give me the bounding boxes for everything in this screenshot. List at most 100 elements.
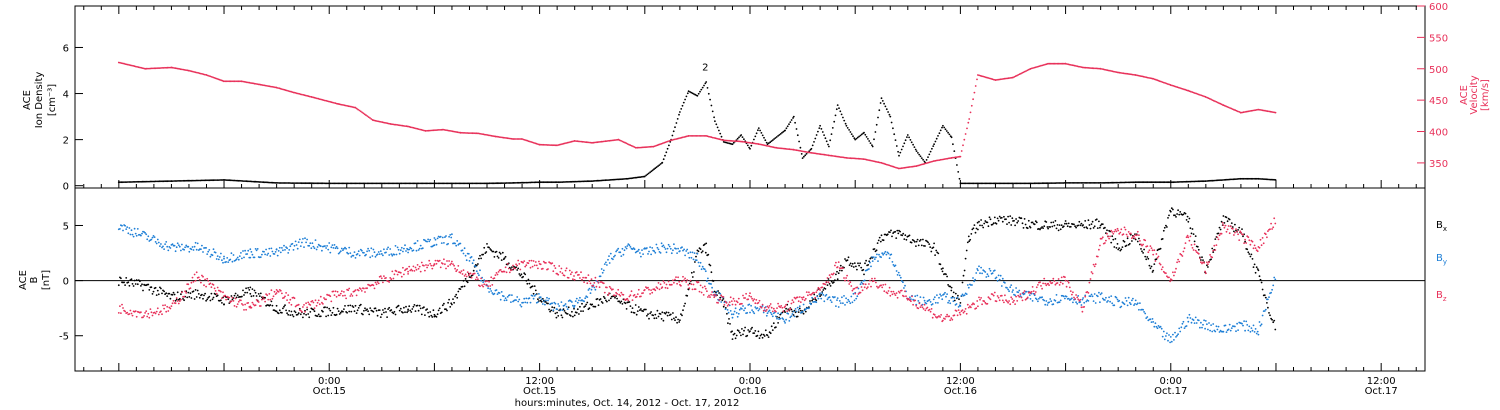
data-point-by bbox=[1028, 294, 1031, 296]
data-point-bz bbox=[1020, 296, 1023, 299]
data-point-bx bbox=[922, 238, 924, 241]
data-point-bx bbox=[676, 321, 678, 324]
data-point-bz bbox=[354, 289, 357, 291]
data-point-series1 bbox=[504, 137, 506, 139]
data-point-bx bbox=[945, 273, 947, 276]
data-point-series0 bbox=[612, 178, 615, 181]
data-point-by bbox=[448, 235, 450, 238]
data-point-bz bbox=[959, 313, 962, 316]
data-point-bx bbox=[581, 302, 583, 305]
data-point-by bbox=[357, 250, 360, 253]
data-point-by bbox=[286, 247, 288, 250]
data-point-series0 bbox=[1233, 178, 1236, 181]
data-point-by bbox=[269, 255, 272, 257]
data-point-bz bbox=[709, 296, 711, 298]
data-point-bx bbox=[655, 317, 658, 319]
data-point-series0 bbox=[540, 181, 542, 184]
data-point-bz bbox=[593, 282, 596, 284]
data-point-bz bbox=[560, 267, 563, 270]
data-point-bx bbox=[599, 298, 602, 300]
data-point-series1 bbox=[146, 67, 149, 70]
data-point-bx bbox=[995, 222, 998, 225]
data-point-by bbox=[771, 315, 774, 318]
data-point-bx bbox=[1187, 220, 1190, 223]
data-point-by bbox=[738, 308, 741, 311]
data-point-series1 bbox=[846, 157, 849, 159]
data-point-series1 bbox=[181, 68, 183, 71]
data-point-bx bbox=[976, 221, 979, 224]
data-point-by bbox=[1050, 300, 1053, 303]
data-point-by bbox=[1207, 328, 1209, 331]
data-point-series0 bbox=[572, 180, 574, 183]
data-point-by bbox=[683, 248, 685, 251]
data-point-bz bbox=[438, 259, 441, 262]
data-point-by bbox=[1272, 284, 1275, 287]
data-point-bx bbox=[1089, 227, 1092, 230]
data-point-bx bbox=[316, 315, 319, 317]
data-point-bx bbox=[236, 294, 239, 297]
data-point-bz bbox=[643, 289, 646, 291]
data-point-bz bbox=[439, 266, 442, 269]
data-point-by bbox=[929, 301, 932, 303]
data-point-bx bbox=[664, 312, 667, 315]
data-point-series0 bbox=[557, 181, 560, 184]
data-point-by bbox=[1133, 304, 1135, 306]
density-tick-label: 6 bbox=[63, 43, 69, 54]
data-point-bz bbox=[379, 275, 382, 278]
data-point-series0 bbox=[307, 182, 310, 185]
data-point-by bbox=[883, 252, 886, 255]
data-point-by bbox=[1055, 294, 1058, 296]
data-point-bx bbox=[516, 269, 519, 271]
data-point-bx bbox=[637, 306, 640, 308]
data-point-bz bbox=[663, 282, 666, 284]
data-point-bx bbox=[578, 313, 580, 315]
data-point-series0 bbox=[458, 182, 461, 185]
data-point-series0 bbox=[871, 144, 873, 147]
data-point-series1 bbox=[575, 140, 577, 143]
data-point-bx bbox=[681, 314, 683, 317]
data-point-bz bbox=[595, 285, 598, 288]
data-point-bx bbox=[286, 312, 288, 315]
data-point-series0 bbox=[1106, 181, 1109, 184]
data-point-bz bbox=[220, 290, 222, 293]
data-point-series0 bbox=[408, 182, 411, 185]
data-point-bx bbox=[1005, 218, 1007, 221]
data-point-by bbox=[1173, 339, 1175, 341]
data-point-series0 bbox=[710, 104, 713, 107]
data-point-by bbox=[790, 315, 793, 317]
data-point-by bbox=[400, 246, 403, 249]
data-point-by bbox=[215, 258, 218, 260]
data-point-by bbox=[342, 249, 344, 252]
data-point-by bbox=[971, 284, 973, 286]
data-point-bx bbox=[1090, 223, 1093, 226]
data-point-bz bbox=[427, 264, 429, 267]
data-point-bx bbox=[763, 335, 766, 337]
data-point-series1 bbox=[248, 81, 251, 84]
data-point-series0 bbox=[479, 182, 482, 185]
data-point-bx bbox=[625, 308, 628, 310]
data-point-bx bbox=[258, 295, 261, 297]
data-point-bz bbox=[831, 273, 834, 276]
data-point-by bbox=[338, 251, 341, 254]
data-point-series0 bbox=[419, 182, 421, 185]
data-point-series0 bbox=[417, 182, 420, 185]
data-point-by bbox=[692, 258, 695, 261]
data-point-bx bbox=[141, 283, 143, 286]
data-point-by bbox=[339, 250, 342, 253]
data-point-by bbox=[961, 293, 964, 296]
data-point-bx bbox=[220, 299, 222, 302]
data-point-series0 bbox=[852, 135, 854, 138]
data-point-series0 bbox=[1126, 181, 1128, 184]
data-point-series0 bbox=[378, 182, 381, 185]
data-point-bx bbox=[1177, 209, 1179, 212]
data-point-bz bbox=[523, 260, 526, 262]
data-point-bz bbox=[1007, 301, 1009, 304]
data-point-series0 bbox=[238, 179, 241, 182]
data-point-by bbox=[1006, 287, 1008, 289]
data-point-by bbox=[545, 299, 547, 302]
data-point-series1 bbox=[659, 143, 661, 146]
data-point-bz bbox=[603, 291, 606, 294]
data-point-by bbox=[451, 233, 453, 236]
data-point-bx bbox=[836, 270, 838, 273]
data-point-series1 bbox=[698, 135, 701, 137]
